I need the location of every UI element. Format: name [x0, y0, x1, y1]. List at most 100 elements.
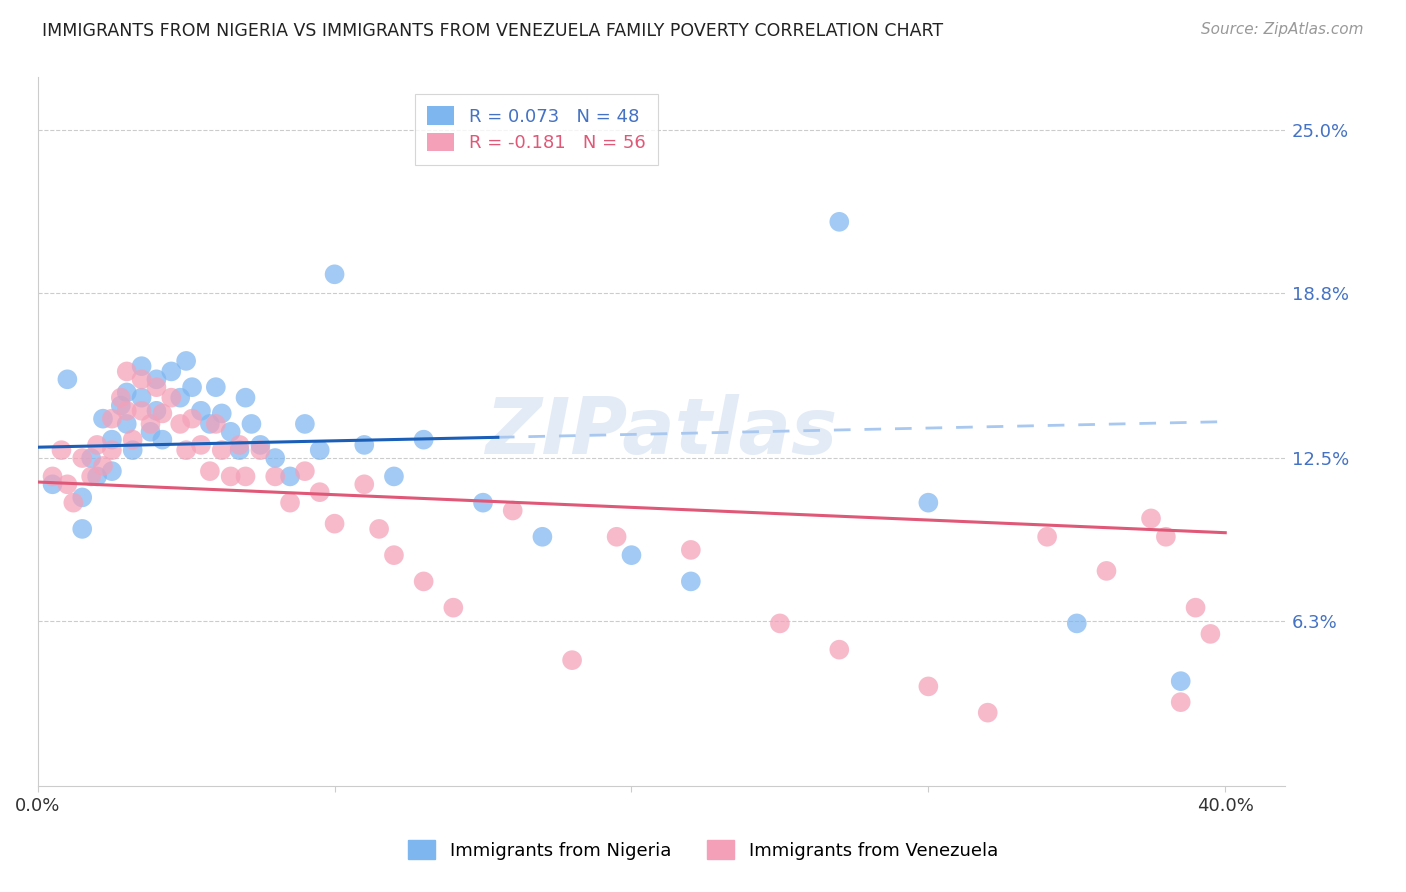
Point	[441, 600, 464, 615]
Point	[181, 411, 204, 425]
Point	[174, 354, 197, 368]
Point	[219, 469, 242, 483]
Point	[294, 417, 316, 431]
Point	[561, 653, 583, 667]
Point	[70, 522, 93, 536]
Point	[353, 477, 375, 491]
Point	[1170, 674, 1192, 689]
Point	[198, 417, 221, 431]
Point	[41, 477, 63, 491]
Point	[353, 438, 375, 452]
Point	[264, 469, 287, 483]
Point	[1036, 530, 1059, 544]
Point	[86, 469, 108, 483]
Point	[679, 574, 702, 589]
Point	[1170, 695, 1192, 709]
Point	[150, 433, 173, 447]
Point	[308, 443, 330, 458]
Point	[101, 464, 124, 478]
Point	[917, 496, 939, 510]
Point	[828, 642, 851, 657]
Point	[205, 417, 228, 431]
Point	[1095, 564, 1118, 578]
Point	[1184, 600, 1206, 615]
Point	[41, 469, 63, 483]
Point	[235, 469, 257, 483]
Point	[115, 364, 138, 378]
Point	[86, 438, 108, 452]
Point	[190, 438, 212, 452]
Point	[56, 372, 79, 386]
Point	[131, 391, 153, 405]
Point	[1066, 616, 1088, 631]
Point	[80, 450, 103, 465]
Point	[121, 443, 143, 458]
Point	[1154, 530, 1177, 544]
Point	[228, 438, 250, 452]
Point	[70, 450, 93, 465]
Point	[56, 477, 79, 491]
Text: IMMIGRANTS FROM NIGERIA VS IMMIGRANTS FROM VENEZUELA FAMILY POVERTY CORRELATION : IMMIGRANTS FROM NIGERIA VS IMMIGRANTS FR…	[42, 22, 943, 40]
Point	[70, 491, 93, 505]
Point	[205, 380, 228, 394]
Legend: R = 0.073   N = 48, R = -0.181   N = 56: R = 0.073 N = 48, R = -0.181 N = 56	[415, 94, 658, 165]
Point	[131, 359, 153, 374]
Point	[101, 433, 124, 447]
Point	[917, 680, 939, 694]
Point	[115, 404, 138, 418]
Point	[412, 574, 434, 589]
Point	[145, 404, 167, 418]
Point	[121, 433, 143, 447]
Point	[211, 406, 233, 420]
Point	[278, 496, 301, 510]
Text: ZIPatlas: ZIPatlas	[485, 393, 838, 470]
Point	[115, 385, 138, 400]
Point	[368, 522, 391, 536]
Point	[620, 548, 643, 562]
Point	[278, 469, 301, 483]
Point	[160, 364, 183, 378]
Point	[145, 380, 167, 394]
Point	[249, 443, 271, 458]
Point	[91, 458, 114, 473]
Point	[80, 469, 103, 483]
Point	[160, 391, 183, 405]
Point	[51, 443, 73, 458]
Point	[606, 530, 628, 544]
Point	[190, 404, 212, 418]
Point	[228, 443, 250, 458]
Point	[131, 404, 153, 418]
Point	[139, 425, 162, 439]
Point	[235, 391, 257, 405]
Point	[382, 469, 405, 483]
Point	[308, 485, 330, 500]
Point	[472, 496, 495, 510]
Point	[169, 391, 191, 405]
Point	[769, 616, 792, 631]
Point	[169, 417, 191, 431]
Point	[91, 411, 114, 425]
Point	[323, 516, 346, 531]
Point	[150, 406, 173, 420]
Point	[110, 391, 132, 405]
Point	[1199, 627, 1222, 641]
Point	[240, 417, 263, 431]
Point	[412, 433, 434, 447]
Point	[531, 530, 554, 544]
Point	[679, 542, 702, 557]
Point	[249, 438, 271, 452]
Point	[828, 215, 851, 229]
Point	[62, 496, 84, 510]
Point	[382, 548, 405, 562]
Text: Source: ZipAtlas.com: Source: ZipAtlas.com	[1201, 22, 1364, 37]
Point	[219, 425, 242, 439]
Point	[101, 443, 124, 458]
Point	[502, 503, 524, 517]
Point	[323, 268, 346, 282]
Point	[181, 380, 204, 394]
Point	[977, 706, 1000, 720]
Point	[294, 464, 316, 478]
Legend: Immigrants from Nigeria, Immigrants from Venezuela: Immigrants from Nigeria, Immigrants from…	[401, 833, 1005, 867]
Point	[1140, 511, 1163, 525]
Point	[131, 372, 153, 386]
